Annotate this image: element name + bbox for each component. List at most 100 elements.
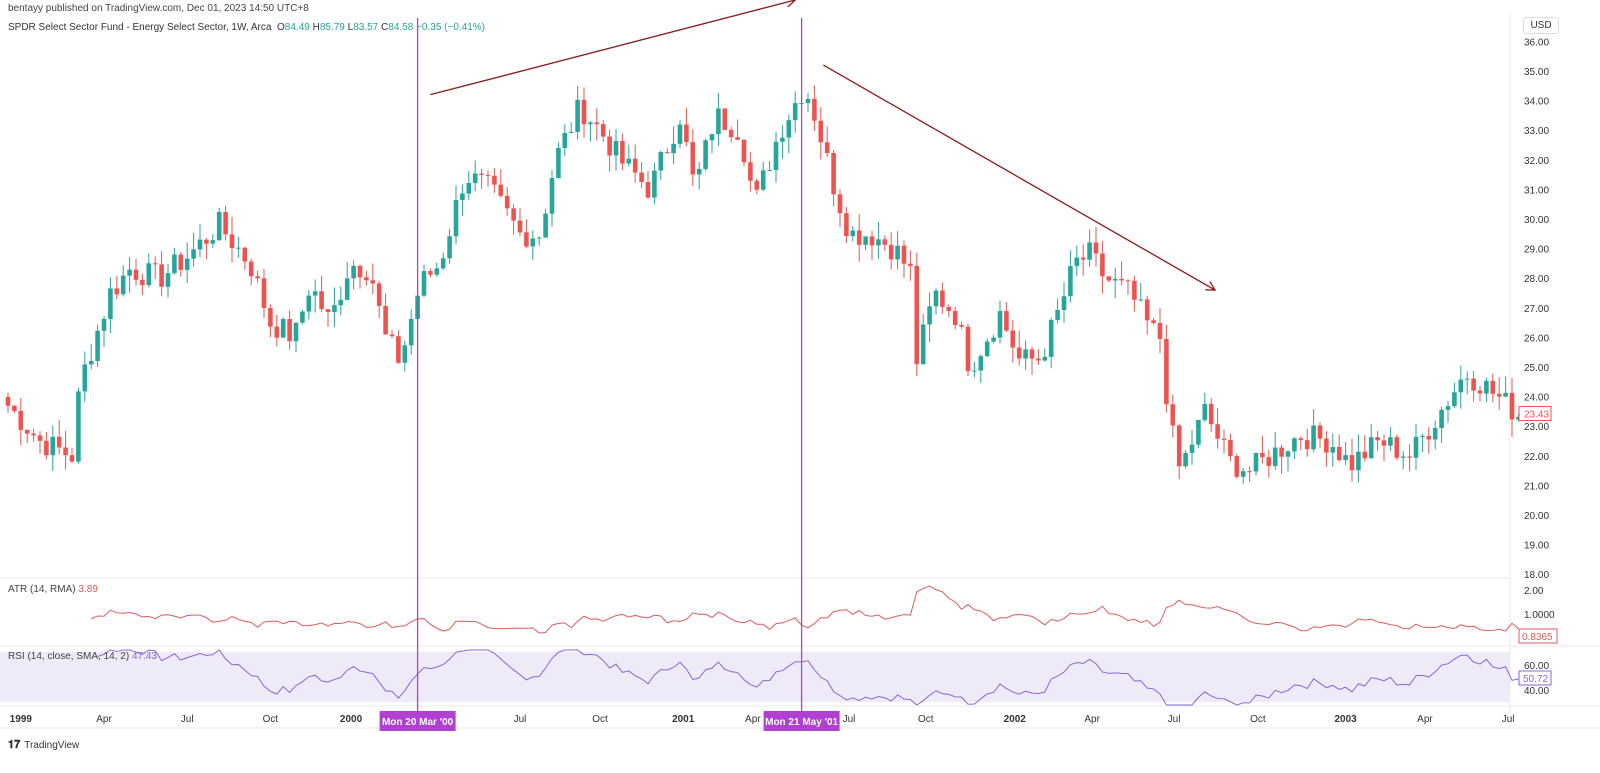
tradingview-logo[interactable]: 𝟏𝟕 TradingView [8,739,79,752]
candle-body [1106,276,1112,281]
candle-body [972,370,977,372]
rsi-legend: RSI (14, close, SMA, 14, 2) 47.43 [8,651,157,662]
candle-body [709,134,715,141]
price-tick-label: 28.00 [1524,274,1549,285]
candle-body [1439,409,1444,428]
candle-body [184,258,190,270]
candle-body [216,211,222,241]
price-tick-label: 21.00 [1524,481,1549,492]
candle-body [658,152,664,171]
candle-body [1042,356,1048,361]
time-tick-label: Jul [1168,714,1181,725]
candle-body [1240,471,1246,477]
candle-body [1516,416,1521,420]
candle-body [754,180,760,190]
candle-body [76,391,81,462]
candle-body [1176,425,1182,467]
price-tick-label: 18.00 [1524,570,1549,581]
rsi-last-label: 50.72 [1523,674,1548,685]
candle-body [1036,358,1041,361]
candle-body [466,182,472,194]
price-tick-label: 33.00 [1524,126,1549,137]
time-tick-label: Oct [918,714,934,725]
price-tick-label: 31.00 [1524,185,1549,196]
price-tick-label: 35.00 [1524,67,1549,78]
candle-body [568,131,574,133]
candle-body [44,440,49,456]
candle-body [24,429,30,434]
candle-body [1068,266,1073,297]
candle-body [1202,403,1208,420]
candle-body [120,275,126,295]
change-value: −0.35 (−0.41%) [416,22,486,33]
candle-body [1349,455,1355,471]
price-tick-label: 25.00 [1524,363,1549,374]
time-tick-label: Jul [1502,714,1515,725]
currency-button[interactable]: USD [1523,17,1559,34]
candle-body [927,306,932,325]
candle-body [1298,438,1304,441]
price-tick-label: 23.00 [1524,422,1549,433]
candle-body [421,271,427,296]
candle-body [1010,330,1016,348]
last-price-box [1518,405,1552,421]
trend-arrow[interactable] [823,64,1215,290]
candle-body [882,239,888,245]
candle-body [140,279,145,286]
candle-body [1471,378,1476,391]
candle-body [792,103,798,121]
candle-body [344,278,350,300]
candle-body [498,184,504,196]
candle-body [236,247,241,249]
candle-body [876,239,881,246]
candle-body [325,309,331,312]
symbol-legend: SPDR Select Sector Fund - Energy Select … [8,22,485,33]
atr-line [91,585,1519,634]
date-marker-label: Mon 20 Mar '00 [382,717,454,728]
candle-body [888,244,894,260]
candle-body [485,174,491,176]
candle-body [991,337,996,342]
candle-body [997,311,1003,338]
candle-body [1125,280,1131,282]
candle-body [178,254,184,270]
candle-body [671,143,676,154]
candle-body [901,245,907,264]
candle-body [434,268,440,275]
candle-body [664,152,670,154]
candle-body [370,280,376,284]
candle-body [146,263,152,286]
candle-body [159,264,164,287]
candle-body [376,283,382,306]
trend-arrow[interactable] [430,0,795,96]
price-tick-label: 22.00 [1524,452,1549,463]
rsi-band [0,652,1510,702]
price-tick-label: 32.00 [1524,156,1549,167]
atr-axis-label: 1.0000 [1524,610,1555,621]
candle-body [1279,447,1284,457]
price-tick-label: 24.00 [1524,393,1549,404]
close-label: C [381,22,389,33]
candle-body [1458,379,1464,393]
candle-body [1132,280,1137,300]
candle-body [56,436,62,448]
candle-body [684,124,689,143]
candle-body [428,271,433,275]
candle-body [191,249,196,259]
candle-body [1388,437,1393,446]
price-tick-label: 20.00 [1524,511,1549,522]
candle-body [844,213,849,236]
candle-body [536,237,542,239]
candle-body [472,173,478,183]
date-marker-badge [763,711,840,731]
time-tick-label: 1999 [10,714,33,725]
candle-body [1112,278,1118,281]
open-value: 84.49 [284,22,310,33]
candle-body [88,360,94,365]
time-tick-label: 2000 [340,714,363,725]
high-label: H [312,22,320,33]
candle-body [1336,447,1342,461]
candle-body [703,140,708,169]
